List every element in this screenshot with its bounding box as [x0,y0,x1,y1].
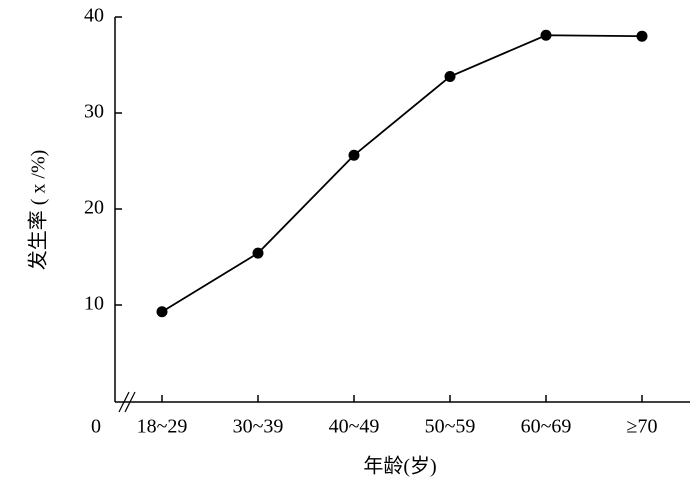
x-tick-label: 18~29 [137,416,188,438]
y-tick-label: 30 [84,101,104,123]
y-tick-label: 20 [84,197,104,219]
x-tick-label: 50~59 [425,416,476,438]
axis-break [124,391,136,413]
series-line [161,34,643,313]
data-point [156,306,168,318]
x-tick-label: ≥70 [627,416,658,438]
y-axis-title: 发生率 ( x /%) [27,150,50,271]
data-point [636,30,648,42]
data-point [252,247,264,259]
axis-break [118,391,130,413]
x-tick-label: 60~69 [521,416,572,438]
data-point [348,149,360,161]
x-tick-label: 40~49 [329,416,380,438]
x-tick-label: 30~39 [233,416,284,438]
x-axis-title: 年龄(岁) [363,455,436,478]
y-tick-label: 40 [84,5,104,27]
data-point [540,29,552,41]
y-tick-label: 10 [84,293,104,315]
data-point [444,71,456,83]
origin-label: 0 [91,416,101,438]
